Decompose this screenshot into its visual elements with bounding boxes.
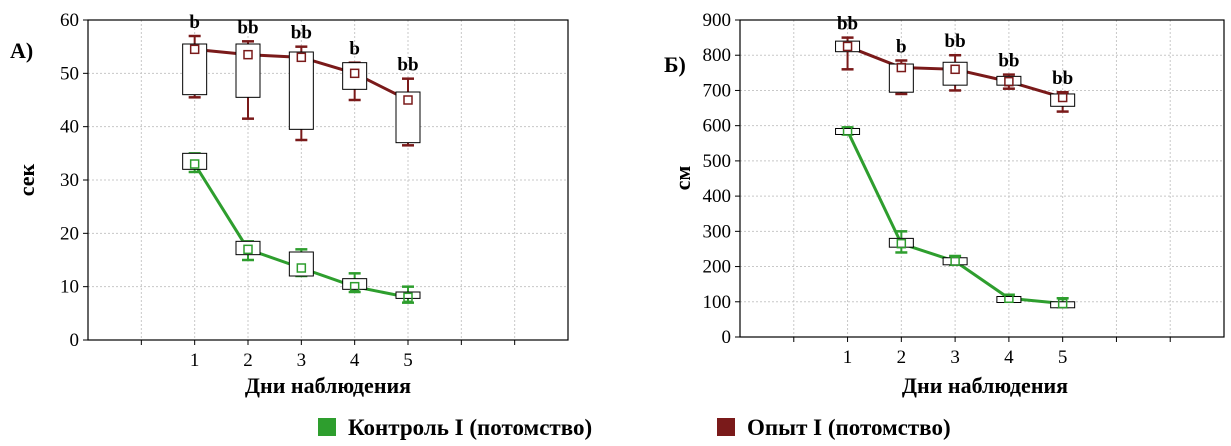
significance-label: b bbox=[349, 39, 360, 60]
y-tick-label: 40 bbox=[60, 117, 79, 138]
y-tick-label: 500 bbox=[703, 151, 732, 172]
x-tick-label: 1 bbox=[843, 347, 853, 368]
median-marker-control bbox=[896, 238, 907, 249]
median-marker-control bbox=[1004, 293, 1014, 304]
median-marker-control bbox=[296, 263, 307, 273]
y-tick-label: 0 bbox=[722, 327, 732, 348]
box-control bbox=[342, 278, 368, 290]
y-tick-label: 50 bbox=[60, 63, 79, 84]
x-tick-label: 4 bbox=[350, 350, 360, 371]
box-experiment bbox=[888, 63, 914, 93]
significance-label: bb bbox=[397, 55, 418, 76]
median-marker-experiment bbox=[950, 64, 960, 75]
legend-swatch-control bbox=[318, 418, 336, 436]
y-tick-label: 100 bbox=[703, 292, 732, 313]
median-marker-experiment bbox=[403, 95, 413, 105]
significance-label: bb bbox=[998, 51, 1019, 72]
median-marker-experiment bbox=[896, 62, 907, 73]
y-axis-label: см bbox=[670, 166, 695, 191]
x-axis-label: Дни наблюдения bbox=[902, 373, 1068, 398]
box-control bbox=[182, 152, 208, 170]
x-tick-label: 1 bbox=[190, 350, 200, 371]
panel-label: Б) bbox=[664, 52, 686, 77]
box-experiment bbox=[835, 40, 861, 53]
significance-label: bb bbox=[1052, 68, 1073, 89]
x-tick-label: 5 bbox=[1058, 347, 1068, 368]
legend-swatch-experiment bbox=[717, 418, 735, 436]
median-marker-experiment bbox=[1057, 92, 1068, 103]
y-tick-label: 0 bbox=[70, 330, 80, 351]
x-tick-label: 4 bbox=[1004, 347, 1014, 368]
y-tick-label: 700 bbox=[703, 80, 732, 101]
box-control bbox=[942, 257, 968, 266]
panel-label: А) bbox=[10, 38, 33, 63]
significance-label: bb bbox=[837, 14, 858, 35]
median-marker-control bbox=[403, 292, 413, 303]
median-marker-experiment bbox=[296, 52, 307, 63]
y-tick-label: 20 bbox=[60, 223, 79, 244]
legend: Контроль I (потомство) Опыт I (потомство) bbox=[318, 415, 951, 440]
median-marker-experiment bbox=[189, 44, 200, 55]
legend-label: Опыт I (потомство) bbox=[747, 415, 951, 440]
legend-label: Контроль I (потомство) bbox=[348, 415, 592, 440]
median-marker-experiment bbox=[842, 41, 853, 52]
box-control bbox=[835, 127, 861, 135]
y-tick-label: 200 bbox=[703, 257, 732, 278]
box-experiment bbox=[288, 51, 314, 130]
box-experiment bbox=[395, 91, 421, 144]
median-marker-experiment bbox=[1004, 76, 1014, 87]
y-tick-label: 400 bbox=[703, 186, 732, 207]
significance-label: b bbox=[189, 12, 200, 33]
plot-frame bbox=[87, 19, 569, 341]
box-control bbox=[235, 240, 261, 256]
x-tick-label: 5 bbox=[403, 350, 413, 371]
median-marker-control bbox=[349, 281, 360, 292]
y-tick-label: 600 bbox=[703, 116, 732, 137]
x-tick-label: 3 bbox=[297, 350, 307, 371]
y-tick-label: 900 bbox=[703, 10, 732, 31]
significance-label: b bbox=[896, 37, 907, 58]
median-marker-control bbox=[243, 244, 253, 255]
median-marker-experiment bbox=[243, 49, 253, 60]
box-control bbox=[395, 291, 421, 299]
y-tick-label: 800 bbox=[703, 45, 732, 66]
plot-frame bbox=[739, 19, 1225, 338]
x-tick-label: 3 bbox=[950, 347, 960, 368]
box-experiment bbox=[235, 43, 261, 98]
box-experiment bbox=[182, 43, 208, 96]
box-experiment bbox=[342, 62, 368, 90]
significance-label: bb bbox=[237, 17, 258, 38]
y-axis-label: сек bbox=[14, 163, 39, 196]
y-tick-label: 300 bbox=[703, 221, 732, 242]
significance-label: bb bbox=[291, 23, 312, 44]
median-marker-control bbox=[1057, 298, 1068, 309]
y-tick-label: 10 bbox=[60, 277, 79, 298]
x-tick-label: 2 bbox=[897, 347, 907, 368]
box-experiment bbox=[1050, 93, 1076, 107]
median-marker-experiment bbox=[349, 68, 360, 79]
significance-label: bb bbox=[945, 31, 966, 52]
y-tick-label: 30 bbox=[60, 170, 79, 191]
median-marker-control bbox=[950, 256, 960, 267]
median-marker-control bbox=[842, 126, 853, 136]
x-axis-label: Дни наблюдения bbox=[245, 373, 411, 398]
x-tick-label: 2 bbox=[243, 350, 253, 371]
median-marker-control bbox=[189, 159, 200, 169]
y-tick-label: 60 bbox=[60, 10, 79, 31]
